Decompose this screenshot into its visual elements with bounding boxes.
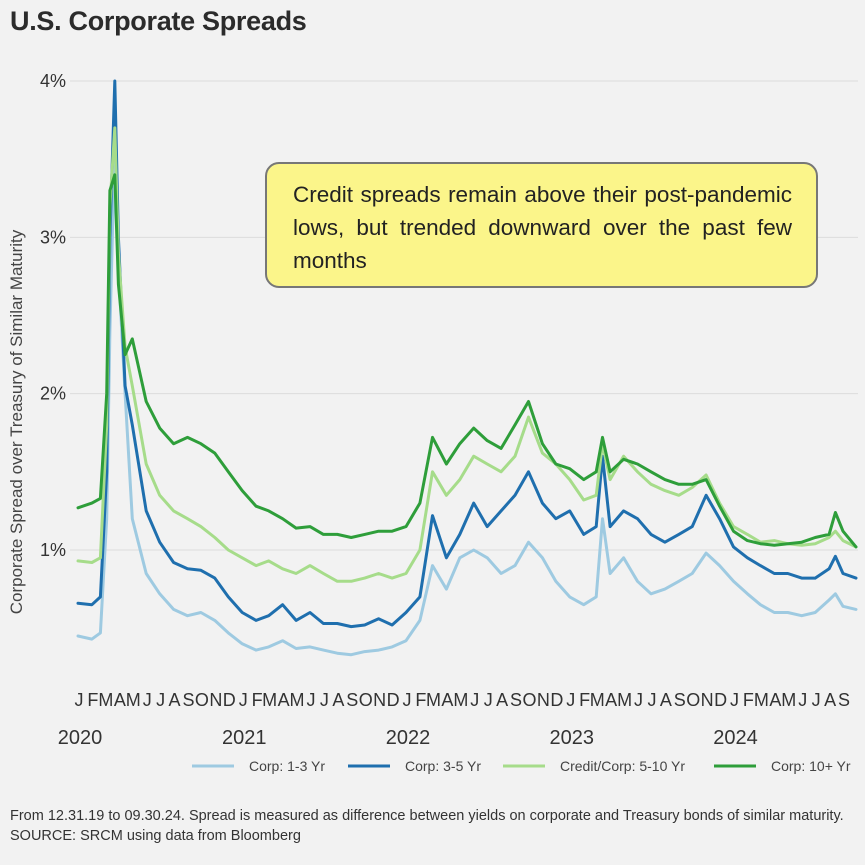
- x-tick-month-label: M: [781, 690, 796, 710]
- x-tick-month-label: A: [169, 690, 181, 710]
- legend-label: Credit/Corp: 5-10 Yr: [560, 758, 685, 774]
- x-tick-month-label: A: [769, 690, 781, 710]
- legend-label: Corp: 1-3 Yr: [249, 758, 325, 774]
- x-tick-month-label: F: [743, 690, 754, 710]
- x-tick-year-label: 2024: [713, 727, 758, 749]
- y-tick-label: 4%: [40, 71, 66, 91]
- x-tick-month-label: A: [278, 690, 290, 710]
- x-tick-month-label: O: [522, 690, 536, 710]
- x-tick-month-label: M: [754, 690, 769, 710]
- x-tick-month-label: S: [346, 690, 358, 710]
- x-tick-month-label: F: [415, 690, 426, 710]
- x-tick-year-label: 2020: [58, 727, 103, 749]
- x-tick-month-label: S: [510, 690, 522, 710]
- x-tick-month-label: D: [387, 690, 400, 710]
- x-tick-month-label: S: [838, 690, 850, 710]
- x-tick-month-label: N: [537, 690, 550, 710]
- x-tick-month-label: J: [634, 690, 643, 710]
- x-tick-month-label: N: [373, 690, 386, 710]
- x-tick-month-label: A: [605, 690, 617, 710]
- x-tick-month-label: N: [701, 690, 714, 710]
- series-line-1: [76, 142, 858, 657]
- series-lines: [76, 79, 858, 657]
- y-tick-label: 2%: [40, 384, 66, 404]
- x-tick-month-label: O: [195, 690, 209, 710]
- x-tick-month-label: J: [306, 690, 315, 710]
- x-tick-month-label: M: [453, 690, 468, 710]
- chart-title: U.S. Corporate Spreads: [10, 6, 307, 36]
- x-tick-month-label: J: [470, 690, 479, 710]
- x-tick-month-label: J: [402, 690, 411, 710]
- x-tick-month-label: M: [98, 690, 113, 710]
- y-axis-ticks: 1% 2% 3% 4%: [40, 71, 66, 560]
- x-tick-month-label: S: [674, 690, 686, 710]
- x-tick-month-label: A: [660, 690, 672, 710]
- x-tick-month-label: M: [426, 690, 441, 710]
- x-tick-month-label: M: [617, 690, 632, 710]
- x-tick-month-label: D: [550, 690, 563, 710]
- x-tick-month-label: J: [143, 690, 152, 710]
- x-tick-month-label: J: [156, 690, 165, 710]
- x-tick-month-label: F: [579, 690, 590, 710]
- x-tick-year-label: 2021: [222, 727, 267, 749]
- y-axis-label: Corporate Spread over Treasury of Simila…: [7, 229, 26, 614]
- series-line-2: [76, 79, 858, 629]
- x-tick-month-label: J: [566, 690, 575, 710]
- x-tick-month-label: M: [290, 690, 305, 710]
- x-tick-month-label: D: [223, 690, 236, 710]
- annotation-box: Credit spreads remain above their post-p…: [265, 162, 818, 288]
- x-tick-month-label: J: [730, 690, 739, 710]
- legend-label: Corp: 10+ Yr: [771, 758, 851, 774]
- x-tick-month-label: A: [332, 690, 344, 710]
- series-line-3: [76, 126, 858, 583]
- x-tick-month-label: M: [126, 690, 141, 710]
- x-tick-month-label: S: [182, 690, 194, 710]
- x-tick-month-label: J: [320, 690, 329, 710]
- x-tick-month-label: M: [590, 690, 605, 710]
- x-tick-month-label: A: [496, 690, 508, 710]
- x-tick-month-label: D: [714, 690, 727, 710]
- x-tick-year-label: 2022: [386, 727, 431, 749]
- x-tick-month-label: J: [75, 690, 84, 710]
- x-tick-month-label: J: [484, 690, 493, 710]
- x-tick-year-label: 2023: [549, 727, 594, 749]
- x-tick-month-label: J: [239, 690, 248, 710]
- x-tick-month-label: M: [262, 690, 277, 710]
- x-tick-month-label: F: [87, 690, 98, 710]
- x-tick-month-label: O: [686, 690, 700, 710]
- gridlines: [70, 80, 858, 551]
- x-tick-month-label: A: [441, 690, 453, 710]
- x-tick-month-label: A: [824, 690, 836, 710]
- series-line-4: [76, 173, 858, 549]
- x-tick-month-label: J: [812, 690, 821, 710]
- x-tick-month-label: A: [114, 690, 126, 710]
- footnote: From 12.31.19 to 09.30.24. Spread is mea…: [10, 808, 844, 844]
- x-tick-month-label: N: [209, 690, 222, 710]
- x-tick-month-label: F: [252, 690, 263, 710]
- x-tick-month-label: J: [798, 690, 807, 710]
- y-tick-label: 3%: [40, 227, 66, 247]
- x-tick-month-label: O: [359, 690, 373, 710]
- y-tick-label: 1%: [40, 540, 66, 560]
- x-tick-month-label: J: [647, 690, 656, 710]
- legend: Corp: 1-3 Yr Corp: 3-5 Yr Credit/Corp: 5-1…: [192, 758, 851, 774]
- legend-label: Corp: 3-5 Yr: [405, 758, 481, 774]
